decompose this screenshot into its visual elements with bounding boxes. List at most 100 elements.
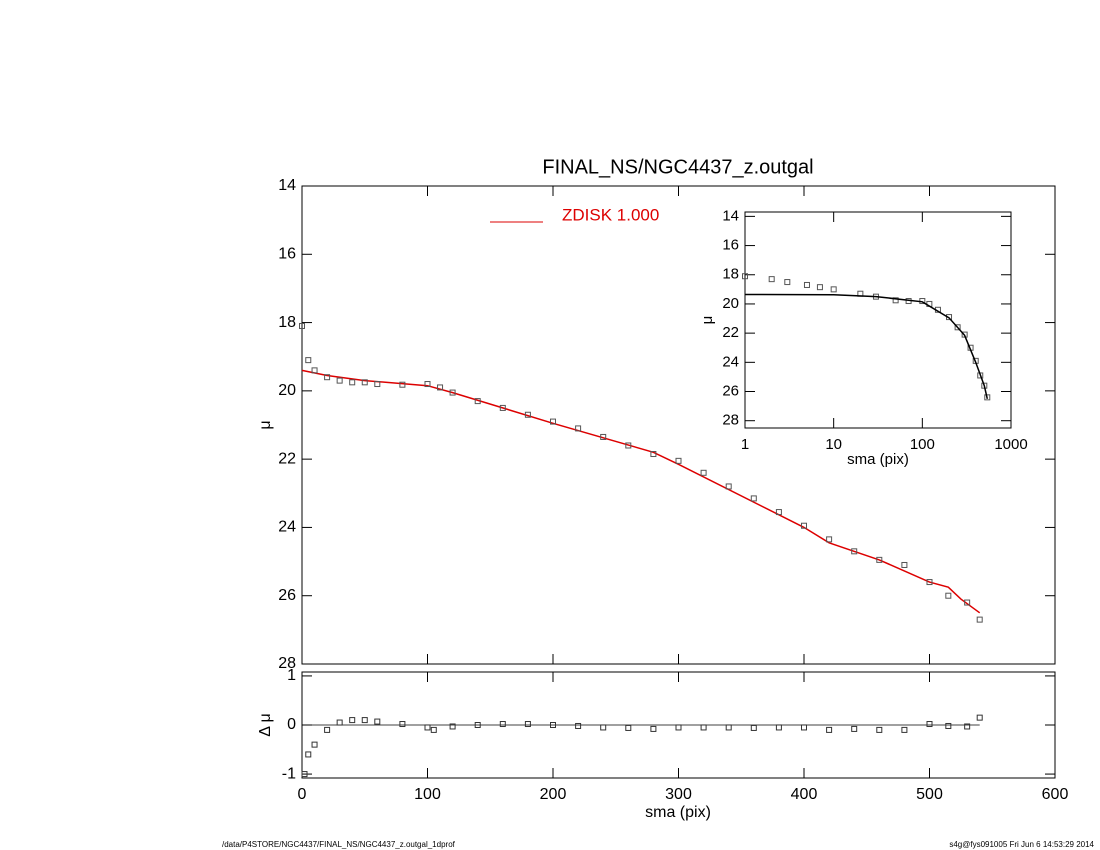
data-point (600, 433, 607, 440)
data-point (424, 724, 431, 731)
data-point (449, 723, 456, 730)
data-point (311, 367, 318, 374)
data-point (892, 297, 899, 304)
data-point (349, 717, 356, 724)
data-point (876, 556, 883, 563)
data-point (437, 384, 444, 391)
x-tick-label: 400 (791, 786, 818, 803)
y-tick-label: 1 (287, 667, 296, 684)
data-point (361, 717, 368, 724)
data-point (964, 723, 971, 730)
data-point (901, 561, 908, 568)
data-point (499, 404, 506, 411)
data-point (675, 724, 682, 731)
data-point (336, 719, 343, 726)
footer-left: /data/P4STORE/NGC4437/FINAL_NS/NGC4437_z… (222, 840, 456, 849)
data-point (575, 425, 582, 432)
data-point (816, 284, 823, 291)
data-point (976, 616, 983, 623)
data-point (324, 726, 331, 733)
y-tick-label: 22 (278, 450, 296, 467)
data-point (430, 726, 437, 733)
y-axis-label: μ (699, 316, 716, 325)
y-tick-label: 16 (722, 237, 739, 254)
data-point (550, 722, 556, 728)
x-tick-label: 600 (1042, 786, 1069, 803)
data-point (851, 725, 858, 732)
data-point (826, 536, 833, 543)
data-point (964, 599, 971, 606)
data-point (499, 721, 506, 728)
y-tick-label: 26 (722, 382, 739, 399)
data-point (311, 741, 318, 748)
data-point (524, 721, 531, 728)
data-point (725, 724, 732, 731)
data-point (324, 374, 331, 381)
data-point (954, 324, 961, 331)
data-point (305, 751, 312, 758)
y-tick-label: 22 (722, 324, 739, 341)
x-tick-label: 100 (910, 436, 935, 453)
data-point (784, 279, 791, 286)
data-point (424, 381, 431, 388)
data-point (301, 771, 308, 778)
data-point (803, 281, 810, 288)
data-point (524, 411, 531, 418)
y-tick-label: 28 (278, 655, 296, 672)
y-tick-label: 18 (278, 314, 296, 331)
data-point (336, 377, 343, 384)
x-tick-label: 200 (540, 786, 567, 803)
data-point (675, 457, 682, 464)
y-axis-label: μ (257, 420, 274, 429)
y-tick-label: 0 (287, 716, 296, 733)
data-point (650, 451, 657, 458)
profile-line (744, 293, 989, 399)
data-point (449, 389, 456, 396)
data-point (775, 724, 782, 731)
data-point (926, 579, 933, 586)
x-tick-label: 0 (298, 786, 307, 803)
data-point (625, 724, 632, 731)
data-point (474, 722, 481, 728)
data-point (976, 714, 983, 721)
data-point (801, 522, 807, 529)
y-tick-label: 14 (722, 207, 739, 224)
y-tick-label: 20 (278, 382, 296, 399)
y-tick-label: 26 (278, 587, 296, 604)
data-point (926, 721, 933, 728)
y-tick-label: 28 (722, 412, 739, 429)
y-tick-label: 16 (278, 246, 296, 263)
x-tick-label: 300 (665, 786, 692, 803)
data-point (830, 286, 837, 293)
y-tick-label: 24 (278, 519, 296, 536)
y-tick-label: 24 (722, 353, 739, 370)
data-point (901, 726, 908, 733)
data-point (984, 394, 991, 401)
data-point (801, 724, 807, 731)
data-point (700, 469, 707, 476)
data-point (600, 724, 607, 731)
x-tick-label: 1000 (994, 436, 1027, 453)
data-point (299, 322, 305, 329)
data-point (750, 724, 757, 731)
x-tick-label: 100 (414, 786, 441, 803)
data-point (550, 418, 556, 425)
data-point (625, 442, 632, 449)
data-point (768, 276, 775, 283)
data-point (775, 509, 782, 516)
x-axis-label: sma (pix) (847, 451, 909, 468)
data-point (876, 726, 883, 733)
data-point (349, 379, 356, 386)
data-point (650, 725, 657, 732)
data-point (374, 381, 381, 388)
profile-line (301, 369, 981, 614)
y-tick-label: 18 (722, 266, 739, 283)
data-point (474, 398, 481, 405)
data-point (575, 722, 582, 729)
data-point (826, 726, 833, 733)
data-point (725, 483, 732, 490)
data-point (361, 379, 368, 386)
x-tick-label: 500 (916, 786, 943, 803)
